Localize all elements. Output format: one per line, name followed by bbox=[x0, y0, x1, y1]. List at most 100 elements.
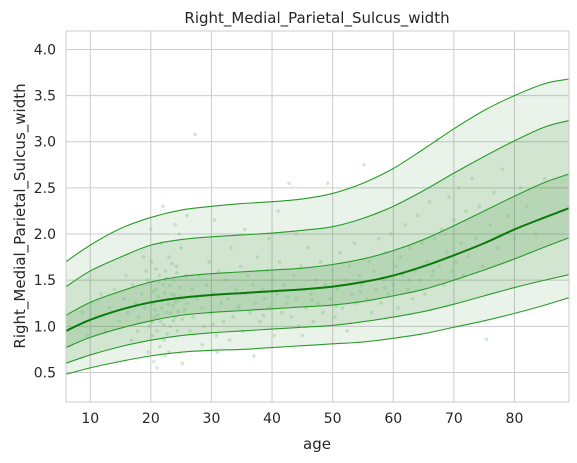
data-point bbox=[408, 246, 413, 250]
data-point bbox=[338, 250, 342, 255]
data-point bbox=[326, 181, 330, 186]
data-point bbox=[199, 306, 204, 310]
data-point bbox=[99, 292, 103, 296]
data-point bbox=[141, 255, 146, 259]
data-point bbox=[191, 315, 196, 319]
data-point bbox=[311, 319, 316, 324]
percentile-lines bbox=[66, 78, 569, 375]
data-point bbox=[195, 296, 199, 301]
data-point bbox=[126, 310, 130, 315]
data-point bbox=[117, 319, 122, 324]
data-point bbox=[386, 292, 391, 296]
data-point bbox=[229, 246, 233, 250]
data-point bbox=[246, 273, 250, 278]
data-point bbox=[169, 292, 174, 296]
data-point bbox=[170, 304, 175, 308]
data-point bbox=[130, 282, 135, 287]
data-point bbox=[294, 232, 299, 236]
data-point bbox=[158, 344, 162, 349]
data-point bbox=[495, 246, 500, 250]
data-point bbox=[173, 300, 178, 305]
data-point bbox=[162, 291, 167, 295]
y-tick-label: 1.0 bbox=[34, 319, 56, 335]
data-point bbox=[464, 209, 468, 213]
data-point bbox=[459, 241, 463, 246]
data-point bbox=[473, 236, 478, 241]
data-point bbox=[163, 354, 168, 358]
data-point bbox=[167, 255, 171, 259]
data-point bbox=[157, 273, 162, 278]
data-point bbox=[133, 301, 138, 306]
data-point bbox=[287, 181, 291, 186]
data-point bbox=[406, 287, 410, 292]
data-point bbox=[188, 329, 193, 333]
data-point bbox=[449, 269, 454, 273]
data-point bbox=[418, 278, 422, 282]
data-point bbox=[253, 301, 257, 306]
data-point bbox=[161, 322, 166, 327]
data-point bbox=[321, 310, 325, 315]
data-point bbox=[381, 278, 386, 282]
plot-frame bbox=[65, 30, 570, 403]
data-point bbox=[364, 296, 369, 301]
data-point bbox=[129, 338, 134, 342]
data-point bbox=[212, 218, 217, 222]
data-point bbox=[162, 338, 166, 342]
data-point bbox=[533, 232, 538, 236]
data-point bbox=[219, 301, 223, 306]
data-point bbox=[444, 250, 449, 255]
data-point bbox=[391, 282, 396, 287]
data-point bbox=[518, 186, 523, 190]
data-point bbox=[149, 227, 153, 232]
data-point bbox=[176, 298, 181, 303]
data-point bbox=[282, 282, 286, 287]
data-point bbox=[178, 285, 182, 290]
data-point bbox=[85, 333, 90, 338]
data-point bbox=[155, 329, 159, 333]
data-point bbox=[415, 213, 420, 218]
data-point bbox=[260, 287, 265, 292]
data-point bbox=[289, 315, 294, 319]
data-point bbox=[398, 255, 403, 259]
data-point bbox=[224, 278, 228, 282]
data-point bbox=[470, 176, 474, 181]
data-point bbox=[367, 259, 371, 264]
data-point bbox=[146, 350, 151, 354]
data-point bbox=[500, 167, 505, 172]
data-point bbox=[180, 361, 185, 366]
data-point bbox=[139, 292, 144, 296]
data-point bbox=[185, 301, 189, 306]
y-tick-label: 1.5 bbox=[34, 273, 56, 289]
x-tick-label: 30 bbox=[203, 411, 221, 427]
x-tick-label: 60 bbox=[384, 411, 402, 427]
data-point bbox=[112, 287, 117, 292]
data-point bbox=[310, 298, 314, 303]
y-tick-labels: 0.5 1.0 1.5 2.0 2.5 3.0 3.5 4.0 bbox=[34, 42, 56, 381]
data-point bbox=[506, 213, 511, 218]
data-point bbox=[202, 324, 206, 329]
data-point bbox=[226, 296, 231, 301]
data-point bbox=[221, 319, 226, 324]
y-tick-label: 3.5 bbox=[34, 89, 56, 105]
data-point bbox=[136, 315, 141, 319]
y-tick-label: 3.0 bbox=[34, 135, 56, 151]
percentile-line bbox=[66, 119, 569, 288]
data-point bbox=[174, 264, 179, 269]
data-point bbox=[172, 278, 176, 282]
percentile-line bbox=[66, 78, 569, 263]
data-point bbox=[238, 264, 243, 269]
data-point bbox=[427, 199, 432, 204]
data-point bbox=[284, 301, 289, 306]
data-point bbox=[347, 264, 352, 269]
data-point bbox=[420, 241, 425, 246]
data-point bbox=[166, 302, 171, 306]
data-point bbox=[182, 307, 187, 312]
x-tick-label: 70 bbox=[445, 411, 463, 427]
data-point bbox=[335, 287, 340, 292]
data-point bbox=[185, 213, 189, 218]
data-point bbox=[153, 287, 158, 292]
data-point bbox=[233, 287, 238, 292]
data-point bbox=[236, 306, 240, 310]
data-point bbox=[393, 264, 398, 269]
